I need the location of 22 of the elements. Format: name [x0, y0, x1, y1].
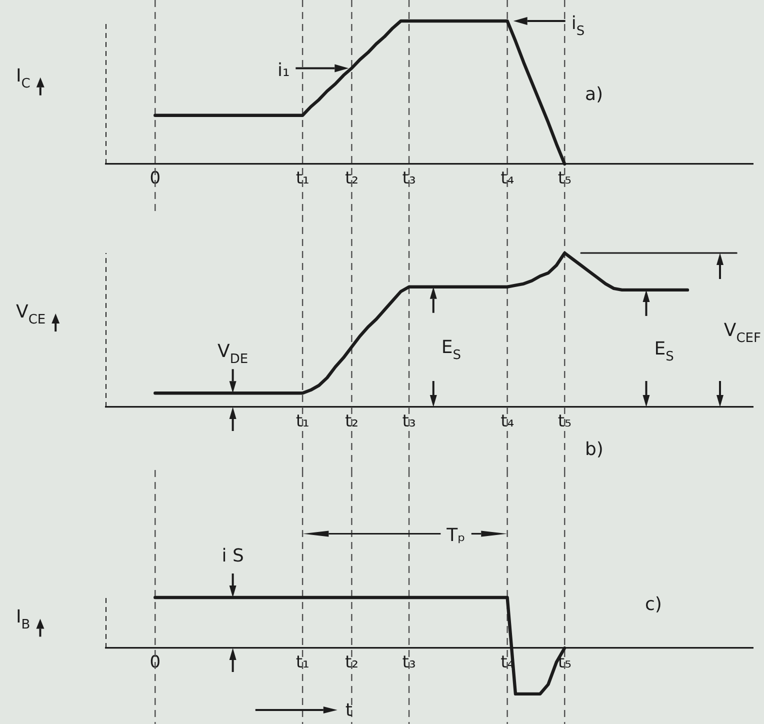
x-tick-label: 0 [150, 168, 161, 189]
x-tick-label: t₅ [558, 168, 572, 189]
x-tick-label: t₁ [296, 652, 310, 673]
x-tick-label: t₃ [402, 652, 416, 673]
annotation: i₁ [277, 60, 290, 82]
x-tick-label: t₄ [500, 168, 514, 189]
x-tick-label: t₁ [296, 168, 310, 189]
text: b) [585, 439, 604, 460]
annotation: i S [222, 546, 244, 566]
x-tick-label: t₁ [296, 412, 310, 432]
text: Tₚ [446, 524, 466, 546]
x-tick-label: t₂ [344, 652, 358, 673]
x-tick-label: t₃ [402, 168, 416, 189]
x-axis-title: t [345, 700, 352, 721]
x-tick-label: 0 [150, 652, 161, 673]
x-tick-label: t₄ [500, 412, 514, 432]
chart-title: c) [645, 594, 662, 615]
x-tick-label: t₂ [344, 412, 358, 432]
text: a) [585, 84, 604, 105]
x-tick-label: t₂ [344, 168, 358, 189]
x-tick-label: t₃ [402, 412, 416, 432]
x-tick-label: t₅ [558, 412, 572, 432]
